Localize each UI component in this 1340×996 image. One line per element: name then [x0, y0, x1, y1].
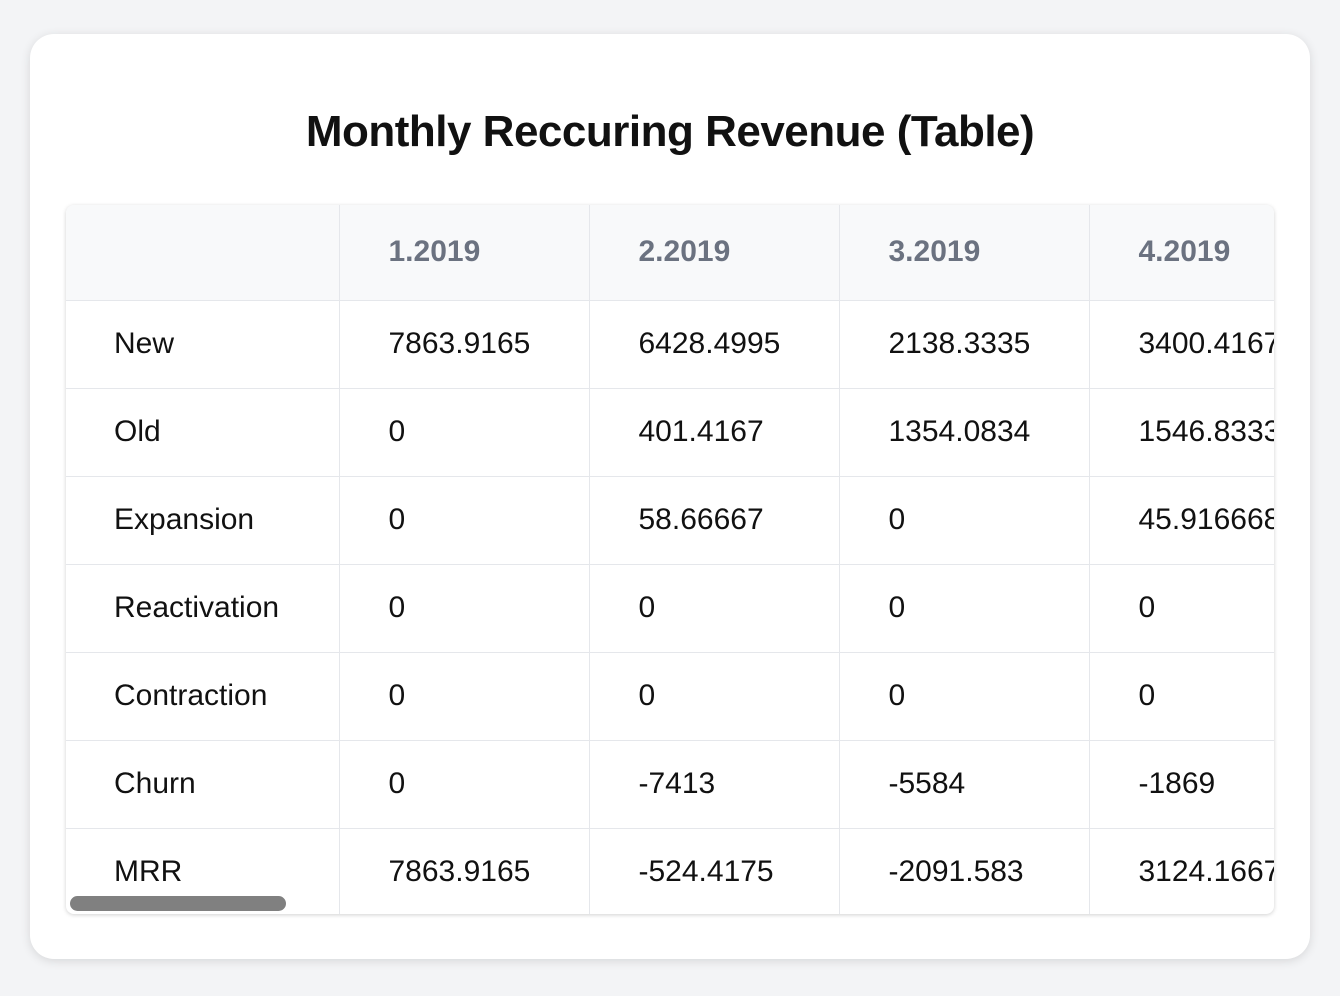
- table-cell: -1869: [1089, 740, 1274, 829]
- table-header-row: 1.2019 2.2019 3.2019 4.2019: [66, 205, 1274, 301]
- table-cell: 7863.9165: [339, 828, 590, 914]
- table-cell: 0: [589, 564, 840, 653]
- table-cell: 45.916668: [1089, 476, 1274, 565]
- row-label: Churn: [66, 740, 340, 829]
- mrr-table: 1.2019 2.2019 3.2019 4.2019 New 7863.916…: [66, 205, 1274, 914]
- table-cell: -2091.583: [839, 828, 1090, 914]
- table-cell: 401.4167: [589, 388, 840, 477]
- row-label: Contraction: [66, 652, 340, 741]
- column-header: 3.2019: [839, 205, 1090, 301]
- header-corner-cell: [66, 205, 340, 301]
- table-cell: 0: [339, 652, 590, 741]
- table-cell: 6428.4995: [589, 300, 840, 389]
- table-cell: 0: [1089, 564, 1274, 653]
- row-label: Reactivation: [66, 564, 340, 653]
- table-cell: 0: [339, 740, 590, 829]
- table-cell: 3400.4167: [1089, 300, 1274, 389]
- table-cell: 0: [339, 564, 590, 653]
- table-cell: 1354.0834: [839, 388, 1090, 477]
- table-row: New 7863.9165 6428.4995 2138.3335 3400.4…: [66, 300, 1274, 389]
- table-cell: 7863.9165: [339, 300, 590, 389]
- table-cell: 58.66667: [589, 476, 840, 565]
- table-row: Reactivation 0 0 0 0: [66, 564, 1274, 653]
- table-cell: 0: [839, 564, 1090, 653]
- table-cell: 0: [839, 476, 1090, 565]
- row-label: Expansion: [66, 476, 340, 565]
- table-cell: 0: [1089, 652, 1274, 741]
- row-label: Old: [66, 388, 340, 477]
- column-header: 4.2019: [1089, 205, 1274, 301]
- table-scroll-container[interactable]: 1.2019 2.2019 3.2019 4.2019 New 7863.916…: [66, 205, 1274, 914]
- column-header: 1.2019: [339, 205, 590, 301]
- table-row: Expansion 0 58.66667 0 45.916668: [66, 476, 1274, 565]
- table-cell: 2138.3335: [839, 300, 1090, 389]
- row-label: New: [66, 300, 340, 389]
- table-row: Churn 0 -7413 -5584 -1869: [66, 740, 1274, 829]
- horizontal-scrollbar-thumb[interactable]: [70, 896, 286, 911]
- table-cell: -5584: [839, 740, 1090, 829]
- table-cell: -7413: [589, 740, 840, 829]
- table-cell: 0: [339, 476, 590, 565]
- table-cell: -524.4175: [589, 828, 840, 914]
- table-cell: 0: [589, 652, 840, 741]
- table-cell: 1546.8333: [1089, 388, 1274, 477]
- column-header: 2.2019: [589, 205, 840, 301]
- table-row: Contraction 0 0 0 0: [66, 652, 1274, 741]
- page-title: Monthly Reccuring Revenue (Table): [305, 107, 1035, 156]
- table-cell: 0: [839, 652, 1090, 741]
- table-cell: 3124.1667: [1089, 828, 1274, 914]
- table-cell: 0: [339, 388, 590, 477]
- table-row: Old 0 401.4167 1354.0834 1546.8333: [66, 388, 1274, 477]
